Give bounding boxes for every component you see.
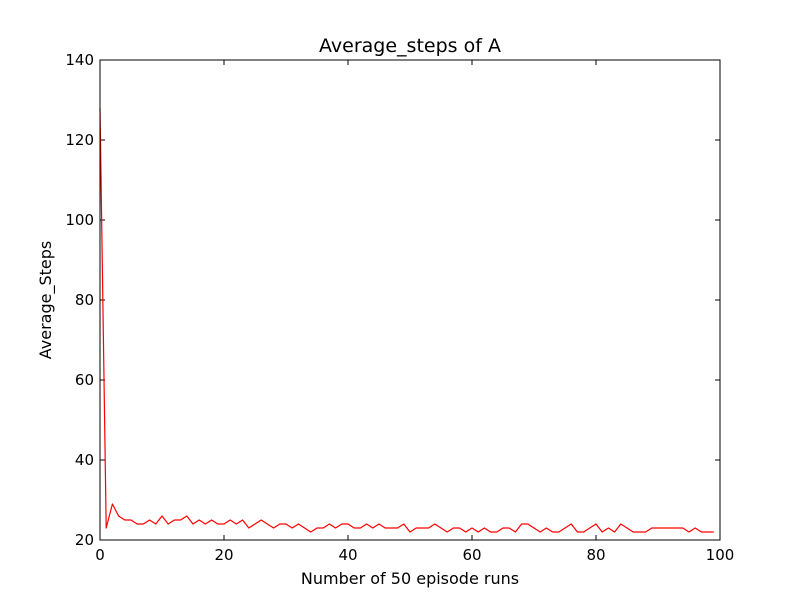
x-tick-label: 80 xyxy=(586,546,605,564)
y-tick-label: 60 xyxy=(75,371,94,389)
y-tick-label: 20 xyxy=(75,531,94,549)
series-line xyxy=(99,107,714,533)
chart-title: Average_steps of A xyxy=(319,35,501,57)
x-tick-label: 20 xyxy=(214,546,233,564)
x-tick-label: 40 xyxy=(338,546,357,564)
x-tick-label: 100 xyxy=(706,546,735,564)
x-tick-label: 60 xyxy=(462,546,481,564)
y-tick-label: 120 xyxy=(65,131,94,149)
plot-frame xyxy=(99,59,721,541)
y-tick-label: 140 xyxy=(65,51,94,69)
x-tick-label: 0 xyxy=(95,546,105,564)
y-axis-label: Average_Steps xyxy=(36,241,56,359)
y-tick-label: 80 xyxy=(75,291,94,309)
y-tick-label: 40 xyxy=(75,451,94,469)
x-axis-label: Number of 50 episode runs xyxy=(301,569,519,588)
series-layer xyxy=(99,107,714,533)
y-tick-label: 100 xyxy=(65,211,94,229)
